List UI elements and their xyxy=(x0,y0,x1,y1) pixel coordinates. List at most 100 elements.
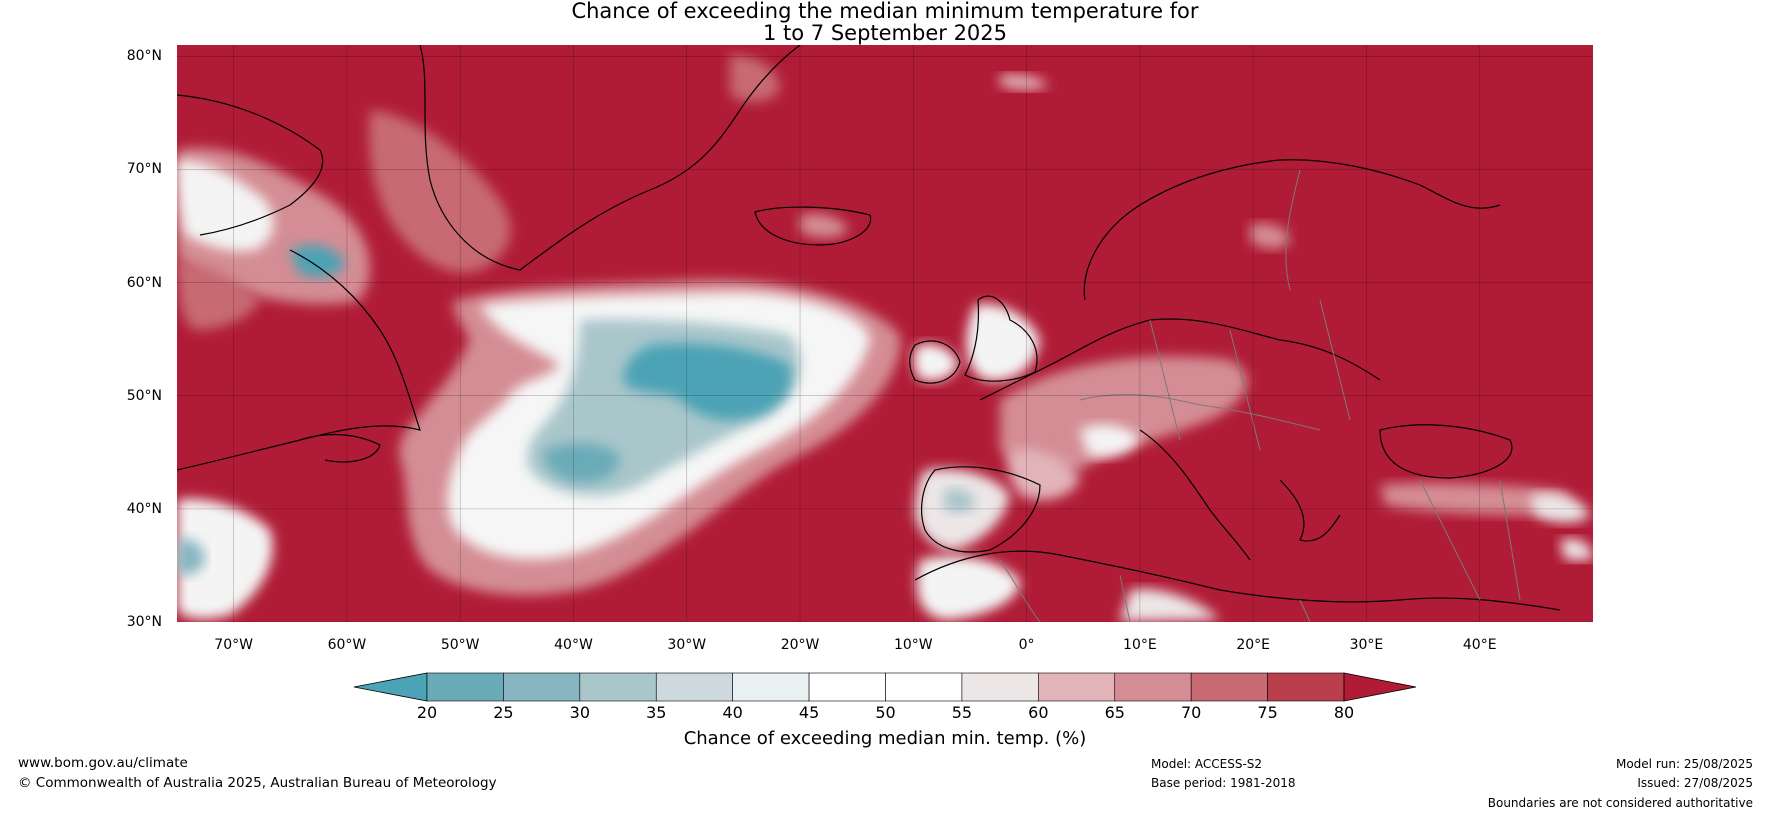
latitude-label: 30°N xyxy=(126,614,162,630)
border-europe-4 xyxy=(1319,299,1351,421)
coastline-labrador xyxy=(177,249,421,471)
footer-copyright: © Commonwealth of Australia 2025, Austra… xyxy=(18,775,497,791)
colorbar-swatch xyxy=(1038,672,1116,702)
colorbar-tick-label: 80 xyxy=(1333,703,1355,722)
coastline-italy xyxy=(1139,429,1251,561)
colorbar xyxy=(353,672,1417,702)
colorbar-tick-label: 30 xyxy=(569,703,590,722)
coastline-iberia xyxy=(920,466,1041,553)
colorbar-extend-high xyxy=(1343,672,1417,702)
longitude-label: 40°W xyxy=(554,637,593,653)
colorbar-tick-label: 50 xyxy=(875,703,896,722)
longitude-label: 30°W xyxy=(667,637,707,653)
colorbar-tick-label: 40 xyxy=(722,703,743,722)
footer-base-period: Base period: 1981-2018 xyxy=(1151,776,1296,790)
probability-field xyxy=(177,55,1593,622)
latitude-label: 50°N xyxy=(126,387,162,404)
coastline-greenland xyxy=(419,45,801,271)
footer-model: Model: ACCESS-S2 xyxy=(1151,757,1263,771)
southwest-white-region xyxy=(177,499,273,620)
border-middle-east xyxy=(1419,479,1521,601)
colorbar-swatch xyxy=(503,672,581,702)
colorbar-swatch xyxy=(1114,672,1192,702)
border-africa xyxy=(999,559,1311,622)
border-europe-3 xyxy=(1229,329,1261,451)
tunisia-white-region xyxy=(1120,589,1220,622)
france-pink-region xyxy=(1007,449,1080,500)
longitude-label: 40°E xyxy=(1462,637,1497,653)
latitude-label: 80°N xyxy=(126,48,162,65)
coastline-black-sea xyxy=(1379,424,1513,479)
colorbar-tick-label: 45 xyxy=(798,703,820,722)
labrador-white-region xyxy=(177,160,274,252)
colorbar-tick-label: 75 xyxy=(1257,703,1278,722)
coastline-baffin xyxy=(177,94,324,236)
longitude-label: 30°E xyxy=(1349,637,1384,653)
east-white-spot xyxy=(1560,538,1593,560)
colorbar-swatch xyxy=(579,672,657,702)
border-scandinavia xyxy=(1285,169,1301,291)
footer-issued: Issued: 27/08/2025 xyxy=(1637,776,1753,790)
scandinavia-pink-patch xyxy=(1250,223,1290,249)
longitude-label: 50°W xyxy=(440,637,480,653)
caspian-white-spot xyxy=(1530,493,1590,523)
atlantic-teal-core-south xyxy=(544,443,620,483)
latitude-label: 40°N xyxy=(126,500,162,517)
turkey-pink-band xyxy=(1380,482,1571,515)
ireland-white-region xyxy=(913,343,958,382)
map-title-line1: Chance of exceeding the median minimum t… xyxy=(571,0,1199,23)
border-europe-2 xyxy=(1149,319,1181,441)
colorbar-extend-low xyxy=(353,672,428,702)
colorbar-tick-label: 65 xyxy=(1104,703,1125,722)
labrador-teal-spot xyxy=(290,244,345,278)
davis-strait-pink-band xyxy=(369,110,511,273)
longitude-label: 60°W xyxy=(327,637,367,653)
colorbar-swatch xyxy=(732,672,810,702)
coastline-nova-scotia xyxy=(299,433,381,463)
longitude-label: 10°E xyxy=(1123,637,1157,653)
colorbar-tick-label: 35 xyxy=(646,703,667,722)
coastline-iceland xyxy=(754,206,872,246)
gridlines xyxy=(177,45,1593,622)
longitude-label: 0° xyxy=(1018,637,1035,653)
colorbar-swatch xyxy=(885,672,963,702)
arctic-pink-patch xyxy=(1000,74,1048,90)
colorbar-label: Chance of exceeding median min. temp. (%… xyxy=(683,728,1087,749)
colorbar-swatch xyxy=(426,672,504,702)
colorbar-swatch xyxy=(1190,672,1268,702)
iceland-pink-patch xyxy=(800,213,848,238)
alps-white-region xyxy=(1080,424,1140,457)
colorbar-swatch xyxy=(1267,672,1345,702)
coastline-ireland xyxy=(909,340,961,384)
canada-pink-region xyxy=(177,260,260,330)
greenland-pink-patch xyxy=(730,55,780,102)
footer-disclaimer: Boundaries are not considered authoritat… xyxy=(1487,796,1753,810)
southwest-teal-spot xyxy=(177,538,205,575)
latitude-label: 60°N xyxy=(126,274,162,291)
colorbar-swatch xyxy=(808,672,886,702)
longitude-label: 10°W xyxy=(893,637,933,653)
coastlines xyxy=(177,45,1561,611)
coastline-scandinavia xyxy=(1083,159,1501,301)
north-africa-white-region xyxy=(916,556,1020,620)
colorbar-tick-label: 60 xyxy=(1028,703,1049,722)
map-plot-area xyxy=(177,45,1593,622)
iberia-blue-spot xyxy=(943,488,975,513)
footer-model-run: Model run: 25/08/2025 xyxy=(1615,757,1753,771)
footer-website: www.bom.gov.au/climate xyxy=(18,755,188,771)
colorbar-tick-label: 20 xyxy=(416,703,438,722)
uk-white-region xyxy=(966,304,1040,381)
longitude-label: 20°E xyxy=(1236,637,1270,653)
map-title-line2: 1 to 7 September 2025 xyxy=(762,21,1008,45)
colorbar-tick-label: 70 xyxy=(1180,703,1202,722)
colorbar-tick-label: 25 xyxy=(493,703,514,722)
border-europe-1 xyxy=(1079,394,1321,431)
coastline-europe xyxy=(979,318,1381,401)
colorbar-swatch xyxy=(655,672,733,702)
longitude-label: 70°W xyxy=(214,637,253,653)
colorbar-swatch xyxy=(961,672,1039,702)
country-borders xyxy=(999,169,1521,622)
colorbar-tick-label: 55 xyxy=(951,703,973,722)
central-europe-pink-band xyxy=(1000,356,1248,474)
